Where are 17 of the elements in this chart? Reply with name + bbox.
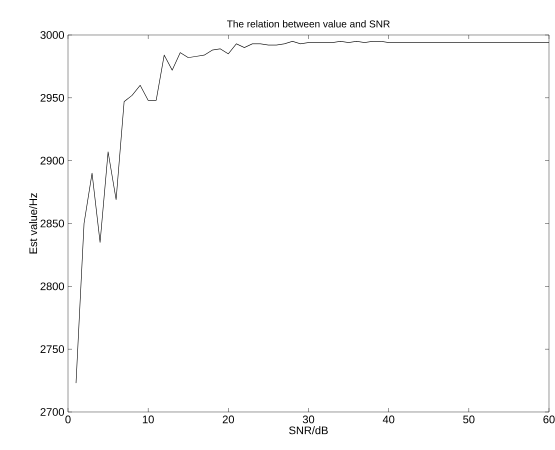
x-tick-label: 60 xyxy=(543,416,555,424)
x-tick-label: 40 xyxy=(382,416,394,424)
y-tick-label: 2900 xyxy=(40,156,64,165)
x-tick-label: 30 xyxy=(302,416,314,424)
x-tick-label: 0 xyxy=(65,416,71,424)
y-tick-label: 3000 xyxy=(40,31,64,39)
x-tick-label: 20 xyxy=(222,416,234,424)
y-tick-label: 2850 xyxy=(40,220,64,228)
y-tick-label: 2950 xyxy=(40,94,64,102)
x-tick-label: 10 xyxy=(142,416,154,424)
y-axis-title: Est value/Hz xyxy=(29,193,38,254)
y-tick-label: 2700 xyxy=(40,408,64,416)
x-tick-label: 50 xyxy=(463,416,475,424)
x-axis-title: SNR/dB xyxy=(289,426,328,434)
y-tick-label: 2750 xyxy=(40,345,64,354)
y-tick-label: 2800 xyxy=(40,282,64,290)
chart-title: The relation between value and SNR xyxy=(227,20,390,28)
